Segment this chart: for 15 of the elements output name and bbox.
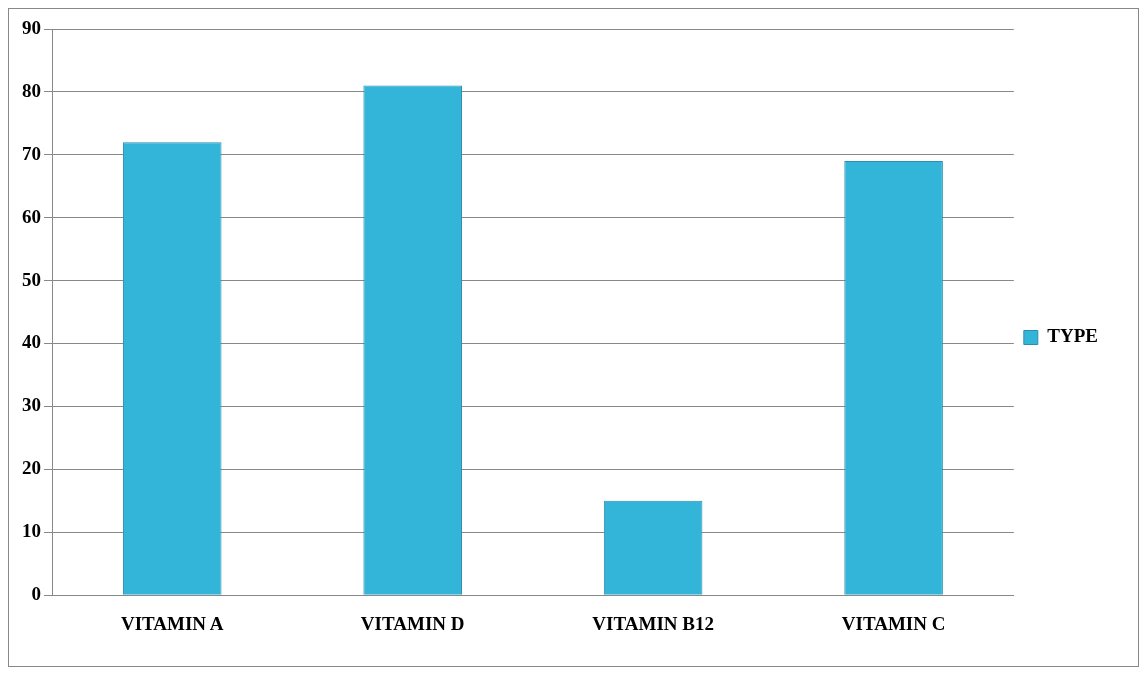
x-tick-label: VITAMIN C: [841, 612, 946, 634]
y-tick-label: 30: [22, 394, 41, 416]
y-tick-label: 80: [22, 79, 41, 101]
y-tick-label: 20: [22, 457, 41, 479]
x-tick-label: VITAMIN D: [360, 612, 465, 634]
y-tick-label: 50: [22, 268, 41, 290]
y-tick-label: 60: [22, 205, 41, 227]
y-tick-label: 0: [31, 583, 41, 605]
y-tick-label: 40: [22, 331, 41, 353]
x-tick-label: VITAMIN B12: [592, 612, 714, 634]
legend-label: TYPE: [1047, 325, 1099, 347]
y-tick-label: 70: [22, 142, 41, 164]
x-tick-label: VITAMIN A: [120, 612, 224, 634]
y-tick-label: 90: [22, 16, 41, 38]
y-tick-label: 10: [22, 520, 41, 542]
